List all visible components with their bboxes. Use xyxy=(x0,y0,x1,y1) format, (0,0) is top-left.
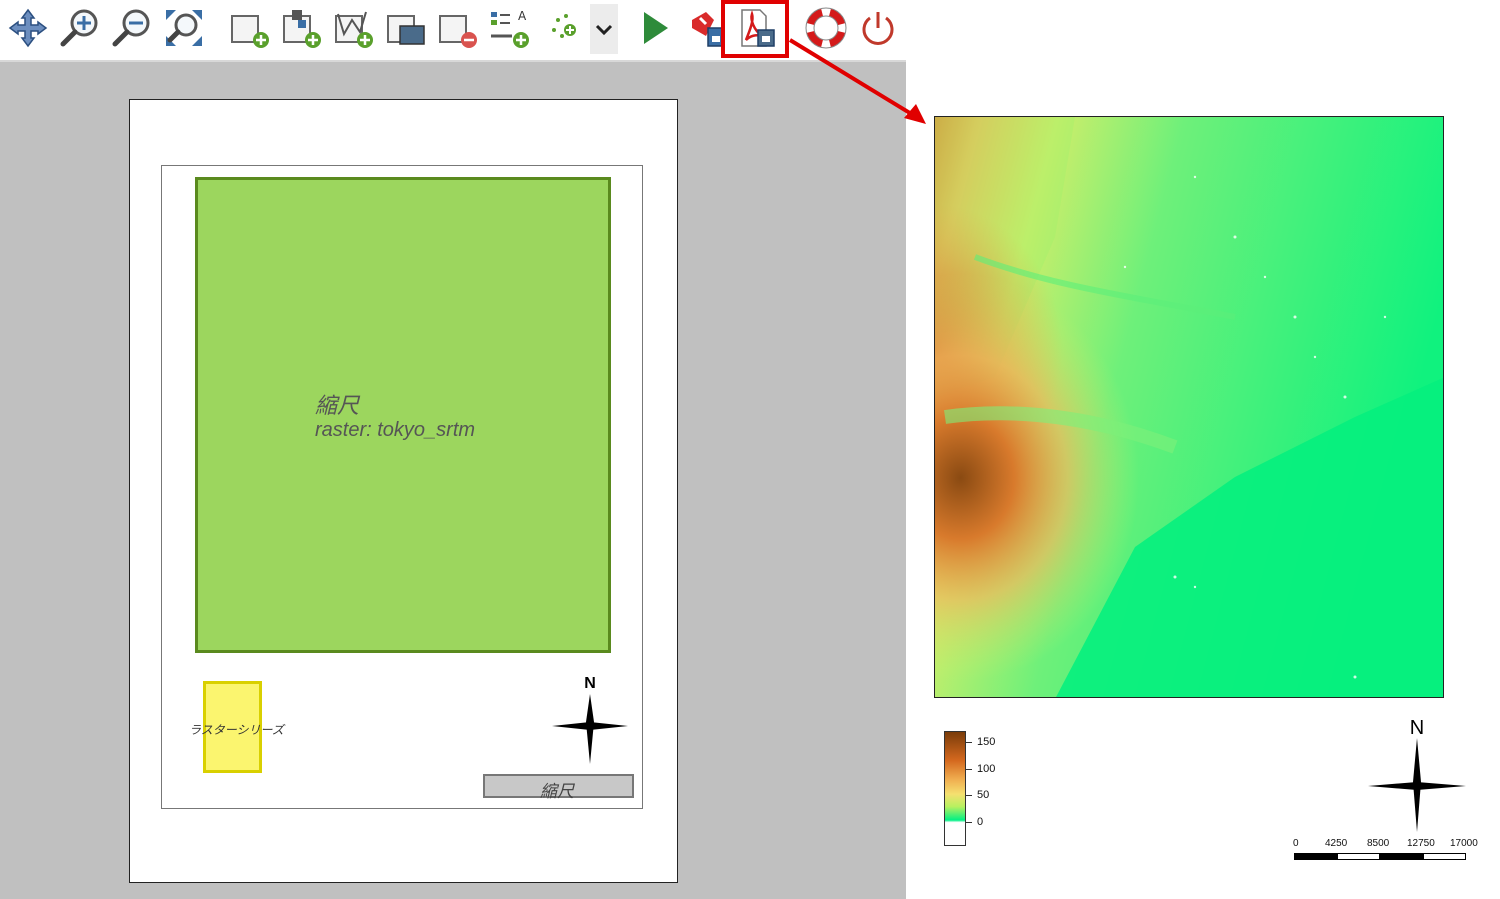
colorbar-label: 150 xyxy=(977,736,996,748)
pan-icon[interactable] xyxy=(6,6,50,50)
zoom-out-icon[interactable] xyxy=(110,6,154,50)
toolbar: A xyxy=(0,0,906,60)
output-north-arrow: N xyxy=(1366,716,1470,834)
export-pdf-highlight xyxy=(721,0,789,58)
north-arrow-item[interactable]: N xyxy=(550,672,630,767)
add-arrow-icon[interactable] xyxy=(384,6,428,50)
scalebar-label: 12750 xyxy=(1407,838,1435,849)
export-image-icon[interactable] xyxy=(686,6,730,50)
run-icon[interactable] xyxy=(634,6,678,50)
scalebar-item-label: 縮尺 xyxy=(540,782,574,801)
colorbar-tick xyxy=(966,822,972,823)
colorbar-label: 0 xyxy=(977,816,984,828)
legend-item[interactable] xyxy=(203,681,262,773)
north-arrow-icon: N xyxy=(552,675,628,764)
scalebar-label: 17000 xyxy=(1450,838,1478,849)
exported-dem-map xyxy=(934,116,1444,698)
scalebar-segment xyxy=(1337,853,1380,860)
add-shape-icon[interactable] xyxy=(332,6,376,50)
chevron-down-icon xyxy=(595,24,613,36)
colorbar-tick xyxy=(966,795,972,796)
map-item[interactable] xyxy=(195,177,611,653)
toolbar-separator xyxy=(0,60,906,62)
zoom-in-icon[interactable] xyxy=(58,6,102,50)
help-icon[interactable] xyxy=(804,6,848,50)
scalebar-segment xyxy=(1294,853,1337,860)
power-icon[interactable] xyxy=(856,6,900,50)
dem-raster xyxy=(935,117,1443,697)
export-pdf-icon[interactable] xyxy=(734,6,778,50)
north-arrow-icon: N xyxy=(1368,717,1466,832)
colorbar-label: 100 xyxy=(977,763,996,775)
add-map-icon[interactable] xyxy=(228,6,272,50)
add-legend-icon[interactable]: A xyxy=(488,6,532,50)
colorbar-label: 50 xyxy=(977,789,990,801)
scalebar-item[interactable] xyxy=(483,774,634,798)
scalebar-label: 8500 xyxy=(1367,838,1390,849)
elevation-colorbar xyxy=(944,731,966,846)
legend-item-label: ラスターシリーズ xyxy=(189,723,284,737)
output-north-label: N xyxy=(1410,717,1424,739)
north-arrow-label: N xyxy=(584,675,596,692)
zoom-full-icon[interactable] xyxy=(162,6,206,50)
svg-text:A: A xyxy=(518,9,527,23)
remove-item-icon[interactable] xyxy=(436,6,480,50)
map-item-layer-name: raster: tokyo_srtm xyxy=(315,419,476,441)
scalebar-label: 4250 xyxy=(1325,838,1348,849)
add-image-icon[interactable] xyxy=(280,6,324,50)
pointer-arrow xyxy=(788,38,926,124)
tool-dropdown-button[interactable] xyxy=(590,4,618,54)
scalebar-segment xyxy=(1423,853,1466,860)
add-point-icon[interactable] xyxy=(544,6,588,50)
scalebar-label: 0 xyxy=(1293,838,1299,849)
map-item-title: 縮尺 xyxy=(315,393,360,418)
scalebar-segment xyxy=(1380,853,1423,860)
colorbar-tick xyxy=(966,742,972,743)
colorbar-tick xyxy=(966,769,972,770)
